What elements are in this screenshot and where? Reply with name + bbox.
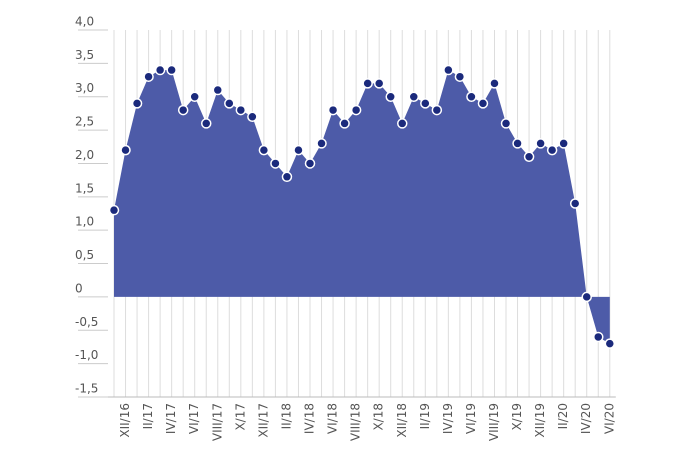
point: [420, 98, 431, 109]
x-tick-label: VIII/17: [210, 403, 224, 441]
x-tick-label: X/17: [233, 403, 247, 431]
x-tick-label: XII/18: [395, 403, 409, 438]
point: [546, 144, 558, 156]
y-tick-label: 2,0: [75, 148, 94, 162]
area: [114, 70, 610, 344]
y-tick-label: 4,0: [75, 15, 94, 29]
y-tick-label: 0,5: [75, 248, 94, 262]
y-tick-label: 1,0: [75, 215, 94, 229]
point: [166, 64, 177, 76]
point: [131, 98, 143, 109]
point: [143, 71, 154, 82]
y-tick-label: 1,5: [75, 181, 94, 195]
x-tick-label: VI/17: [187, 403, 201, 434]
point: [397, 118, 408, 129]
point: [569, 198, 581, 209]
point: [523, 151, 535, 163]
point: [581, 291, 592, 303]
x-tick-label: IV/18: [303, 403, 317, 434]
point: [477, 98, 489, 109]
point: [108, 204, 120, 216]
x-tick-label: X/19: [510, 403, 524, 431]
point: [235, 104, 247, 116]
point: [500, 118, 512, 129]
x-tick-label: VIII/18: [349, 403, 363, 441]
point: [373, 78, 385, 89]
x-tick-label: XII/19: [533, 403, 547, 438]
y-tick-label: 0: [75, 281, 83, 295]
point: [489, 78, 500, 89]
point: [327, 104, 339, 116]
x-tick-label: XII/17: [256, 403, 270, 438]
point: [154, 64, 166, 76]
point: [304, 158, 316, 169]
x-tick-label: II/20: [556, 403, 570, 429]
point: [604, 338, 616, 349]
point: [558, 138, 569, 149]
point: [247, 111, 258, 122]
point: [258, 144, 270, 156]
point: [189, 91, 200, 102]
point: [339, 118, 350, 129]
x-tick-label: II/18: [279, 403, 293, 429]
x-tick-label: IV/20: [579, 403, 593, 434]
point: [293, 144, 304, 156]
y-tick-label: 3,5: [75, 48, 94, 62]
x-tick-label: X/18: [372, 403, 386, 431]
x-tick-label: II/17: [141, 403, 155, 429]
point: [466, 91, 477, 102]
point: [512, 138, 523, 149]
x-tick-label: VI/20: [602, 403, 616, 434]
x-tick-label: VI/19: [464, 403, 478, 434]
point: [316, 138, 327, 149]
point: [431, 104, 443, 116]
x-tick-label: IV/17: [164, 403, 178, 434]
point: [350, 104, 362, 116]
point: [443, 64, 454, 76]
x-tick-label: IV/19: [441, 403, 455, 434]
x-tick-label: XII/16: [118, 403, 132, 438]
point: [270, 158, 281, 169]
point: [535, 138, 546, 149]
y-tick-label: -1,0: [75, 348, 98, 362]
y-tick-label: -0,5: [75, 315, 98, 329]
point: [362, 78, 373, 89]
point: [212, 84, 224, 96]
point: [120, 144, 131, 156]
point: [200, 118, 212, 129]
point: [385, 91, 396, 102]
y-tick-label: -1,5: [75, 382, 98, 396]
point: [177, 104, 189, 116]
point: [593, 331, 604, 343]
x-tick-label: VI/18: [326, 403, 340, 434]
y-tick-label: 2,5: [75, 115, 94, 129]
point: [224, 98, 235, 109]
y-tick-label: 3,0: [75, 81, 94, 95]
point: [408, 91, 420, 102]
point: [454, 71, 466, 82]
point: [281, 171, 293, 183]
x-tick-label: II/19: [418, 403, 432, 429]
x-tick-label: VIII/19: [487, 403, 501, 441]
